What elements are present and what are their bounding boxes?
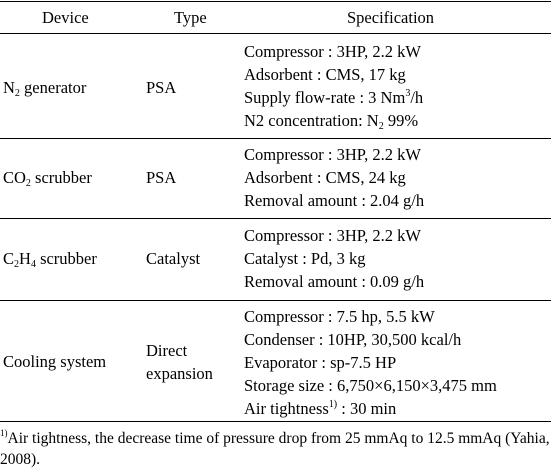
type-cell-line1: Direct bbox=[146, 341, 188, 360]
spec-line: Removal amount : 0.09 g/h bbox=[244, 272, 425, 291]
header-specification: Specification bbox=[347, 8, 435, 27]
type-cell: PSA bbox=[146, 78, 177, 97]
header-device: Device bbox=[42, 8, 89, 27]
table-top-rule bbox=[0, 1, 551, 2]
spec-line: Adsorbent : CMS, 24 kg bbox=[244, 168, 406, 187]
spec-line: Condenser : 10HP, 30,500 kcal/h bbox=[244, 330, 462, 349]
type-cell: PSA bbox=[146, 168, 177, 187]
type-cell: Catalyst bbox=[146, 249, 201, 268]
spec-line: Adsorbent : CMS, 17 kg bbox=[244, 65, 406, 84]
header-type: Type bbox=[174, 8, 207, 27]
footnote-marker: 1) bbox=[0, 428, 8, 438]
spec-line: Supply flow-rate : 3 Nm3/h bbox=[244, 88, 424, 107]
spec-line: Air tightness1) : 30 min bbox=[244, 399, 397, 418]
spec-line: Storage size : 6,750×6,150×3,475 mm bbox=[244, 376, 497, 395]
spec-line: Compressor : 7.5 hp, 5.5 kW bbox=[244, 307, 435, 326]
device-cell: C2H4 scrubber bbox=[3, 249, 97, 270]
table-footnote: 1)Air tightness, the decrease time of pr… bbox=[0, 428, 551, 470]
spec-line: Compressor : 3HP, 2.2 kW bbox=[244, 226, 421, 245]
table-bottom-rule bbox=[0, 421, 551, 422]
device-cell: Cooling system bbox=[3, 352, 107, 371]
spec-line: Compressor : 3HP, 2.2 kW bbox=[244, 145, 421, 164]
spec-line: Evaporator : sp-7.5 HP bbox=[244, 353, 397, 372]
spec-line: Removal amount : 2.04 g/h bbox=[244, 191, 425, 210]
device-cell: N2 generator bbox=[3, 78, 87, 99]
footnote-text: Air tightness, the decrease time of pres… bbox=[0, 430, 550, 468]
spec-line: N2 concentration: N2 99% bbox=[244, 111, 419, 132]
row-separator bbox=[0, 138, 551, 139]
header-bottom-rule bbox=[0, 33, 551, 34]
spec-line: Catalyst : Pd, 3 kg bbox=[244, 249, 366, 268]
type-cell-line2: expansion bbox=[146, 364, 213, 383]
row-separator bbox=[0, 300, 551, 301]
row-separator bbox=[0, 218, 551, 219]
device-cell: CO2 scrubber bbox=[3, 168, 92, 189]
spec-line: Compressor : 3HP, 2.2 kW bbox=[244, 42, 421, 61]
